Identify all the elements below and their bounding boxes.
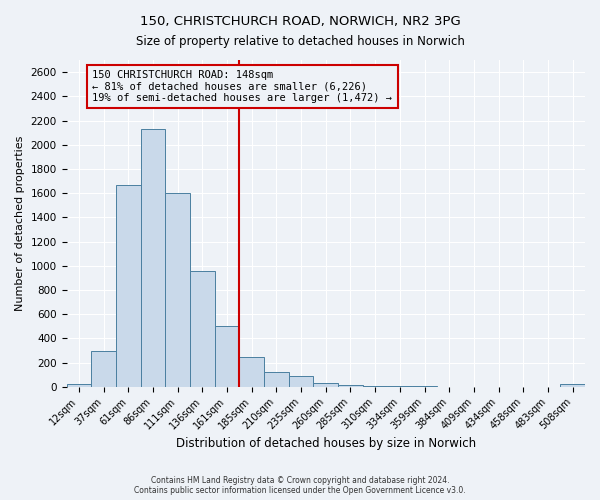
Bar — [116, 184, 140, 387]
Text: Size of property relative to detached houses in Norwich: Size of property relative to detached ho… — [136, 35, 464, 48]
Bar — [338, 385, 363, 387]
Bar — [165, 193, 190, 387]
Bar — [239, 356, 264, 387]
Bar — [560, 384, 585, 387]
Bar — [363, 386, 388, 387]
Bar — [67, 384, 91, 387]
Bar — [190, 270, 215, 387]
Text: 150 CHRISTCHURCH ROAD: 148sqm
← 81% of detached houses are smaller (6,226)
19% o: 150 CHRISTCHURCH ROAD: 148sqm ← 81% of d… — [92, 70, 392, 103]
Bar — [313, 382, 338, 387]
Bar — [91, 351, 116, 387]
Bar — [264, 372, 289, 387]
Y-axis label: Number of detached properties: Number of detached properties — [15, 136, 25, 311]
Text: Contains HM Land Registry data © Crown copyright and database right 2024.
Contai: Contains HM Land Registry data © Crown c… — [134, 476, 466, 495]
Bar — [140, 129, 165, 387]
Bar — [289, 376, 313, 387]
Text: 150, CHRISTCHURCH ROAD, NORWICH, NR2 3PG: 150, CHRISTCHURCH ROAD, NORWICH, NR2 3PG — [140, 15, 460, 28]
X-axis label: Distribution of detached houses by size in Norwich: Distribution of detached houses by size … — [176, 437, 476, 450]
Bar — [215, 326, 239, 387]
